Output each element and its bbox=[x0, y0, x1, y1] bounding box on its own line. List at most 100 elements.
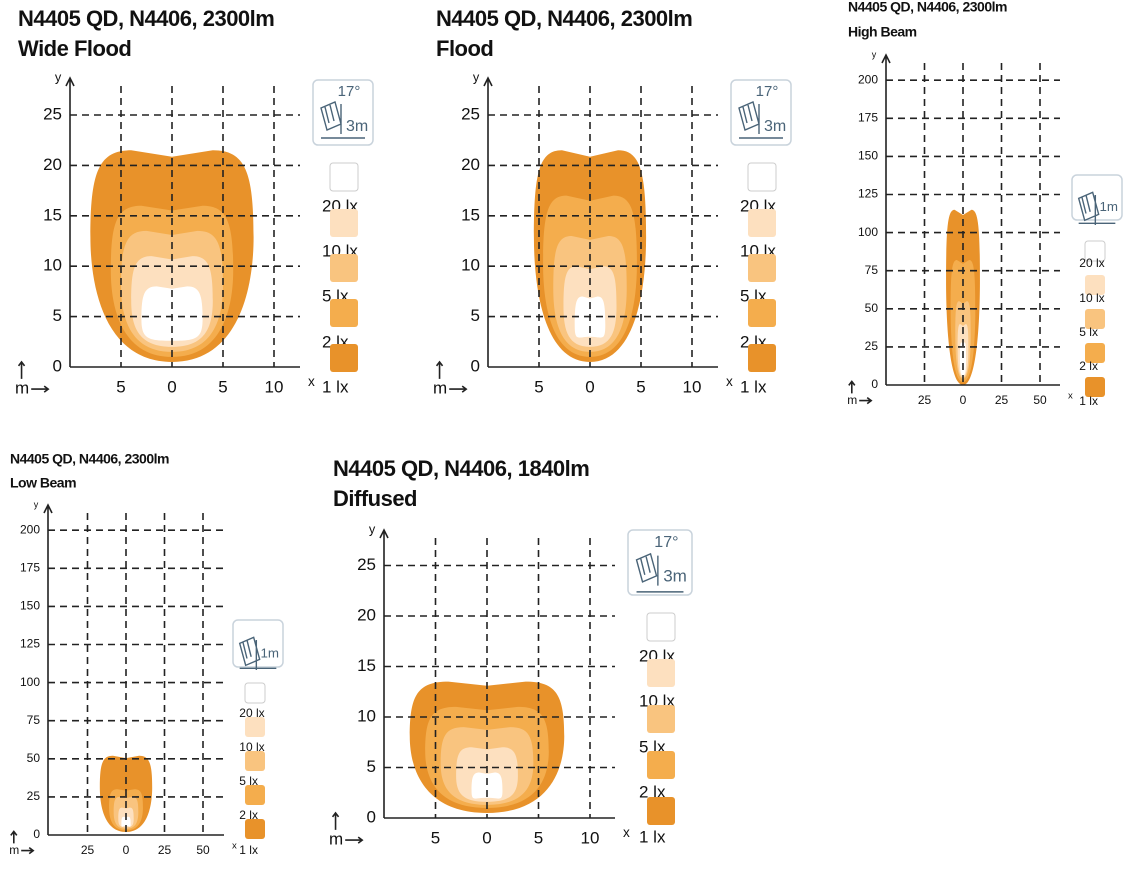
y-axis-label: y bbox=[55, 69, 62, 84]
y-tick-label: 125 bbox=[858, 187, 878, 201]
unit-label: m bbox=[329, 830, 343, 849]
legend-swatch bbox=[647, 751, 675, 779]
x-axis-label: x bbox=[232, 840, 237, 851]
y-tick-label: 20 bbox=[43, 155, 62, 174]
legend-swatch bbox=[748, 344, 776, 372]
x-tick-label: 10 bbox=[581, 828, 600, 847]
y-tick-label: 0 bbox=[53, 356, 62, 375]
icon-distance: 1m bbox=[261, 645, 280, 660]
x-axis-label: x bbox=[726, 374, 733, 389]
legend-swatch bbox=[647, 797, 675, 825]
x-tick-label: 50 bbox=[196, 843, 210, 857]
x-tick-label: 0 bbox=[482, 828, 491, 847]
x-tick-label: 50 bbox=[1033, 393, 1047, 407]
legend-label: 10 lx bbox=[239, 740, 264, 754]
y-tick-label: 100 bbox=[20, 675, 40, 689]
y-tick-label: 15 bbox=[461, 205, 480, 224]
y-tick-label: 5 bbox=[53, 306, 62, 325]
y-axis bbox=[43, 503, 53, 835]
y-tick-label: 10 bbox=[461, 256, 480, 275]
legend-swatch bbox=[245, 785, 265, 805]
y-tick-label: 25 bbox=[43, 104, 62, 123]
y-tick-label: 100 bbox=[858, 225, 878, 239]
y-tick-label: 5 bbox=[367, 757, 376, 776]
x-tick-label: 25 bbox=[158, 843, 172, 857]
x-tick-label: 0 bbox=[123, 843, 130, 857]
icon-distance: 1m bbox=[1100, 199, 1119, 214]
legend-swatch bbox=[748, 299, 776, 327]
icon-frame bbox=[730, 79, 792, 146]
legend-label: 1 lx bbox=[239, 843, 258, 857]
x-axis-label: x bbox=[623, 825, 630, 840]
panel: N4405 QD, N4406, 2300lm High Beam 0 25 50 75 1… bbox=[847, 0, 1123, 408]
legend-swatch bbox=[1085, 377, 1105, 397]
panel: N4405 QD, N4406, 1840lm Diffused 0 5 10 15 20 2… bbox=[329, 456, 693, 849]
x-axis-label: x bbox=[308, 374, 315, 389]
y-tick-label: 25 bbox=[357, 555, 376, 574]
panel-title: N4405 QD, N4406, 2300lm bbox=[18, 6, 274, 31]
icon-angle: 17° bbox=[338, 83, 361, 100]
y-tick-label: 5 bbox=[471, 306, 480, 325]
y-tick-label: 25 bbox=[865, 339, 879, 353]
lamp-icon bbox=[738, 101, 783, 139]
x-tick-label: 0 bbox=[585, 377, 594, 396]
icon-angle: 17° bbox=[756, 83, 779, 100]
beam-zone bbox=[141, 286, 203, 341]
unit-label: m bbox=[9, 843, 19, 857]
y-tick-label: 0 bbox=[33, 827, 40, 841]
x-tick-label: 5 bbox=[218, 377, 227, 396]
legend-label: 2 lx bbox=[1079, 359, 1098, 373]
panel-subtitle: High Beam bbox=[848, 24, 917, 40]
y-tick-label: 175 bbox=[858, 110, 878, 124]
y-tick-label: 200 bbox=[858, 72, 878, 86]
x-tick-label: 0 bbox=[167, 377, 176, 396]
y-tick-label: 150 bbox=[20, 599, 40, 613]
lamp-icon bbox=[238, 636, 277, 670]
unit-arrows bbox=[17, 360, 50, 393]
legend-label: 1 lx bbox=[322, 377, 349, 396]
legend-swatch bbox=[330, 344, 358, 372]
panel: N4405 QD, N4406, 2300lm Wide Flood 0 5 10 15 2… bbox=[15, 6, 374, 398]
y-tick-label: 75 bbox=[865, 263, 879, 277]
y-tick-label: 50 bbox=[865, 301, 879, 315]
y-tick-label: 75 bbox=[27, 713, 41, 727]
panel-subtitle: Low Beam bbox=[10, 475, 76, 491]
legend-swatch bbox=[646, 612, 676, 642]
y-tick-label: 50 bbox=[27, 751, 41, 765]
unit-arrows bbox=[10, 830, 35, 855]
y-tick-label: 0 bbox=[871, 377, 878, 391]
legend-label: 10 lx bbox=[1079, 291, 1104, 305]
y-tick-label: 10 bbox=[357, 706, 376, 725]
y-axis bbox=[379, 528, 389, 818]
panel-subtitle: Wide Flood bbox=[18, 36, 131, 61]
lamp-icon bbox=[635, 552, 684, 593]
panel-title: N4405 QD, N4406, 2300lm bbox=[848, 0, 1007, 15]
x-tick-label: 5 bbox=[534, 377, 543, 396]
icon-distance: 3m bbox=[346, 118, 368, 135]
icon-angle: 17° bbox=[654, 534, 678, 551]
y-tick-label: 15 bbox=[357, 656, 376, 675]
y-tick-label: 10 bbox=[43, 256, 62, 275]
icon-distance: 3m bbox=[663, 566, 687, 585]
y-axis-label: y bbox=[872, 49, 877, 59]
y-axis bbox=[483, 76, 493, 367]
y-tick-label: 25 bbox=[27, 789, 41, 803]
legend-label: 1 lx bbox=[1079, 394, 1098, 408]
legend-label: 2 lx bbox=[639, 782, 666, 801]
y-tick-label: 0 bbox=[367, 807, 376, 826]
legend-swatch bbox=[748, 209, 776, 237]
legend-label: 20 lx bbox=[1079, 256, 1104, 270]
x-tick-label: 5 bbox=[431, 828, 440, 847]
panel: N4405 QD, N4406, 2300lm Low Beam 0 25 50 75 10… bbox=[9, 451, 284, 857]
legend-swatch bbox=[245, 717, 265, 737]
y-tick-label: 20 bbox=[357, 605, 376, 624]
y-tick-label: 25 bbox=[461, 104, 480, 123]
legend-swatch bbox=[1085, 275, 1105, 295]
panel-title: N4405 QD, N4406, 2300lm bbox=[10, 451, 169, 467]
panel-title: N4405 QD, N4406, 2300lm bbox=[436, 6, 692, 31]
unit-arrows bbox=[848, 380, 873, 405]
x-tick-label: 0 bbox=[960, 393, 967, 407]
y-tick-label: 0 bbox=[471, 356, 480, 375]
legend-swatch bbox=[330, 209, 358, 237]
